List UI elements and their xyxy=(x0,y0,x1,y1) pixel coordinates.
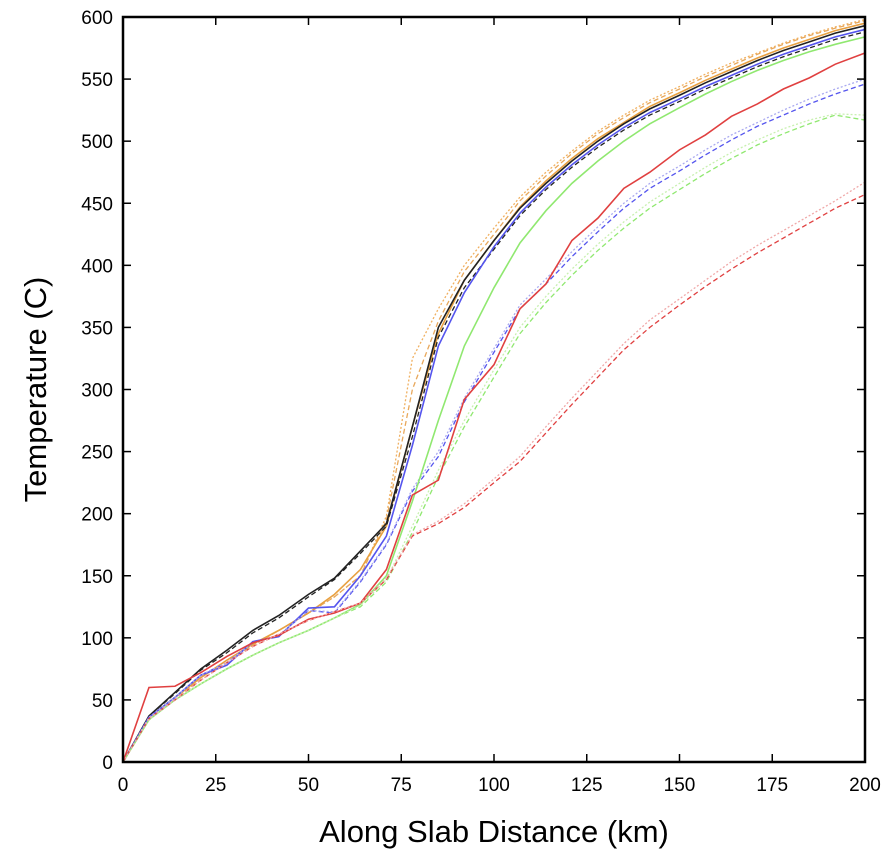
x-tick-label: 50 xyxy=(298,775,319,796)
x-tick-label: 0 xyxy=(118,775,129,796)
y-tick-label: 150 xyxy=(81,567,113,588)
series-line-3 xyxy=(122,22,866,763)
x-tick-label: 200 xyxy=(849,775,881,796)
y-tick-label: 100 xyxy=(81,629,113,650)
series-line-1 xyxy=(122,18,866,763)
series-line-10 xyxy=(122,114,866,763)
y-tick-label: 250 xyxy=(81,443,113,464)
x-tick-label: 175 xyxy=(756,775,788,796)
series-layer xyxy=(122,18,866,763)
y-tick-label: 550 xyxy=(81,70,113,91)
x-tick-label: 25 xyxy=(205,775,226,796)
y-tick-label: 300 xyxy=(81,381,113,402)
y-tick-label: 500 xyxy=(81,132,113,153)
series-line-5 xyxy=(122,31,866,763)
y-tick-label: 200 xyxy=(81,505,113,526)
series-line-2 xyxy=(122,20,866,763)
ticks-layer: 0 25 50 75 100 125 150 175 200 0 50 100 150 200 250 300… xyxy=(81,8,881,796)
x-tick-label: 150 xyxy=(664,775,696,796)
series-line-7 xyxy=(122,83,866,763)
x-tick-label: 75 xyxy=(391,775,412,796)
y-axis-title: Temperature (C) xyxy=(18,277,53,503)
y-tick-label: 450 xyxy=(81,194,113,215)
plot-frame xyxy=(121,15,867,764)
y-tick-label: 350 xyxy=(81,318,113,339)
x-axis-title: Along Slab Distance (km) xyxy=(319,814,669,849)
y-tick-label: 600 xyxy=(81,8,113,29)
x-tick-label: 125 xyxy=(571,775,603,796)
y-tick-label: 0 xyxy=(102,753,113,774)
x-tick-label: 100 xyxy=(478,775,510,796)
y-tick-label: 50 xyxy=(92,691,113,712)
series-line-8 xyxy=(122,78,866,763)
series-line-14 xyxy=(122,181,866,763)
series-line-13 xyxy=(122,193,866,763)
series-line-12 xyxy=(122,52,866,763)
y-tick-label: 400 xyxy=(81,256,113,277)
series-line-4 xyxy=(122,24,866,763)
